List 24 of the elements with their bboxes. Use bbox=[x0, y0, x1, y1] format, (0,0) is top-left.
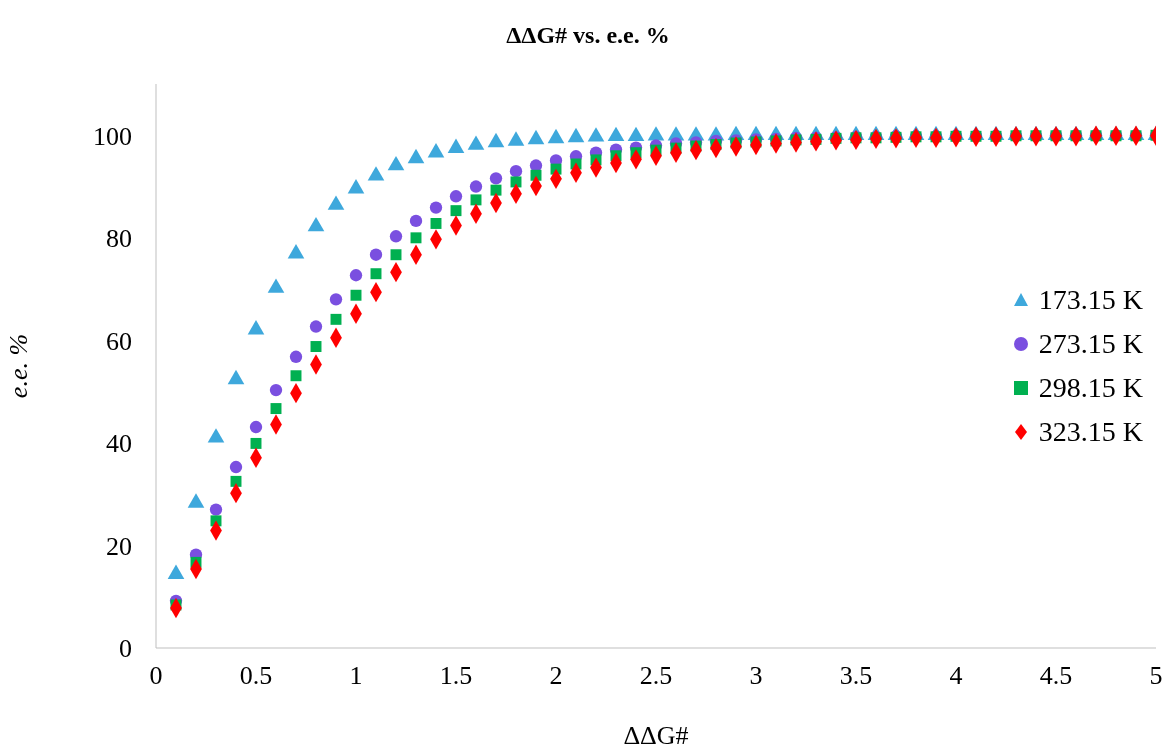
y-tick-label: 80 bbox=[106, 224, 132, 254]
legend-label: 298.15 K bbox=[1038, 371, 1143, 405]
y-tick-label: 0 bbox=[119, 634, 132, 664]
x-tick-label: 0 bbox=[149, 661, 163, 691]
y-tick-label: 40 bbox=[106, 429, 132, 459]
x-tick-label: 3.5 bbox=[839, 661, 873, 691]
x-tick-label: 4 bbox=[949, 661, 963, 691]
y-axis-title: e.e. % bbox=[4, 333, 34, 399]
legend-label: 273.15 K bbox=[1038, 327, 1143, 361]
y-tick-label: 20 bbox=[106, 531, 132, 561]
x-tick-label: 3 bbox=[749, 661, 763, 691]
x-tick-label: 2 bbox=[549, 661, 563, 691]
chart-title: ΔΔG# vs. e.e. % bbox=[505, 21, 671, 50]
y-tick-label: 60 bbox=[106, 326, 132, 356]
x-tick-label: 2.5 bbox=[639, 661, 673, 691]
x-tick-label: 1 bbox=[349, 661, 363, 691]
legend-label: 173.15 K bbox=[1038, 283, 1143, 317]
x-tick-label: 5 bbox=[1149, 661, 1163, 691]
x-tick-label: 1.5 bbox=[439, 661, 473, 691]
x-axis-title: ΔΔG# bbox=[623, 721, 689, 747]
x-tick-label: 4.5 bbox=[1039, 661, 1073, 691]
x-tick-label: 0.5 bbox=[239, 661, 273, 691]
y-tick-label: 100 bbox=[93, 121, 132, 151]
legend-label: 323.15 K bbox=[1038, 415, 1143, 449]
